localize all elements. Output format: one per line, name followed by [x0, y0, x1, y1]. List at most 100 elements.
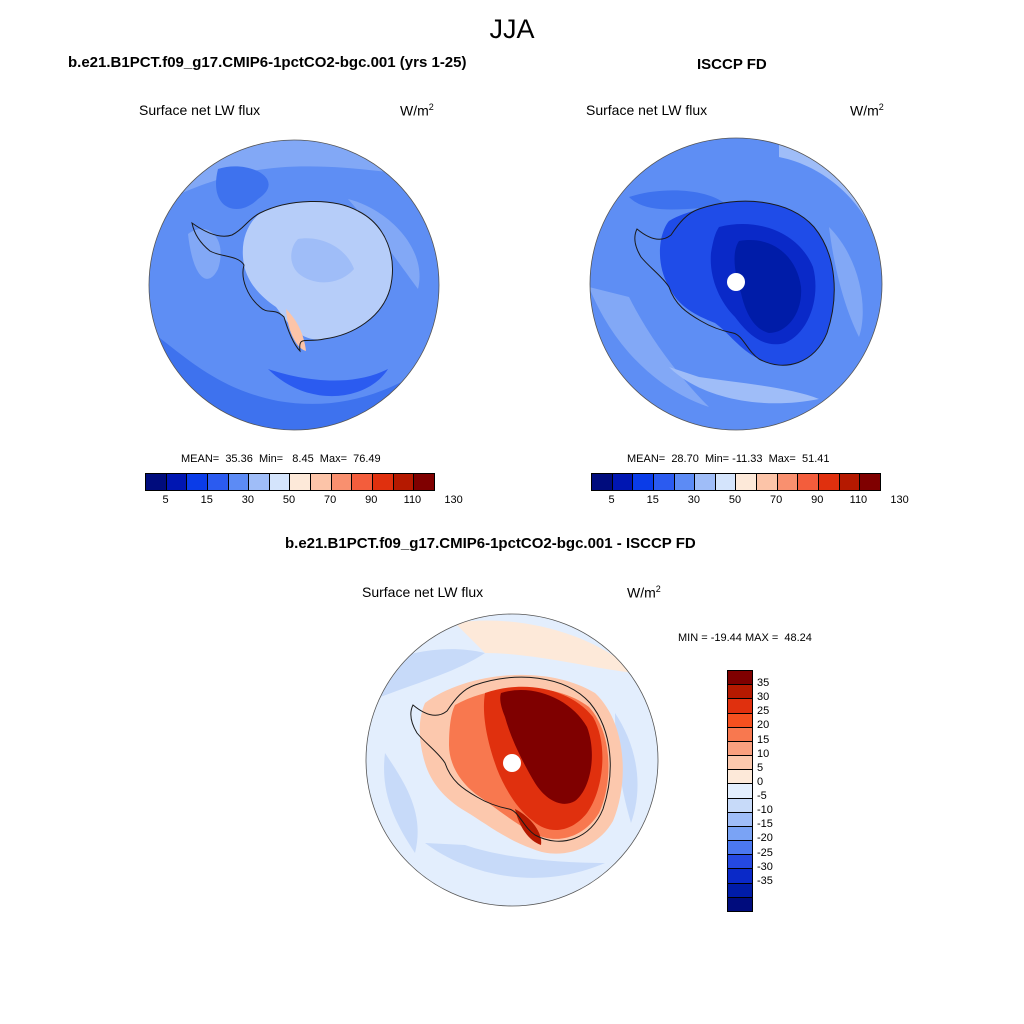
panel3-colorbar-tick-label: -10	[757, 804, 773, 817]
panel2-core-field	[734, 240, 802, 333]
panel1-colorbar-tick-label: 15	[200, 494, 213, 506]
panel2-map-border	[589, 137, 883, 431]
panel2-title: ISCCP FD	[697, 56, 767, 73]
panel1-variable: Surface net LW flux	[139, 102, 261, 118]
panel3-stats: MIN = -19.44 MAX = 48.24	[678, 632, 812, 644]
panel2-colorbar-swatch	[694, 474, 715, 490]
panel3-coastline	[410, 676, 611, 842]
panel2-pole-hole	[727, 273, 745, 291]
panel1-colorbar-swatch	[413, 474, 434, 490]
panel3-colorbar-tick-label: 5	[757, 761, 764, 774]
panel2-north-patch	[629, 190, 729, 210]
panel1-west-patch	[188, 228, 221, 279]
panel3-units: W/m2	[627, 584, 661, 601]
panel1-low-patch	[216, 166, 269, 209]
panel3-pole-hole	[503, 754, 521, 772]
panel3-north-warm-band	[455, 620, 635, 673]
panel1-coastline	[191, 200, 393, 353]
panel1-interior-patch	[291, 238, 354, 283]
panel3-colorbar-tick-label: -25	[757, 846, 773, 859]
panel3-colorbar-swatch	[728, 726, 752, 741]
panel3-colorbar	[727, 670, 753, 912]
panel3-south-band	[425, 843, 605, 878]
panel1-south-band	[149, 329, 439, 430]
panel3-colorbar-swatch	[728, 671, 752, 685]
panel3-colorbar-swatch	[728, 684, 752, 699]
panel1-map	[148, 139, 440, 431]
panel3-colorbar-tick-label: -30	[757, 860, 773, 873]
panel3-colorbar-tick-label: -15	[757, 818, 773, 831]
panel2-colorbar-swatch	[797, 474, 819, 490]
panel1-deep-patch	[268, 369, 388, 397]
panel1-title: b.e21.B1PCT.f09_g17.CMIP6-1pctCO2-bgc.00…	[68, 54, 467, 71]
panel3-colorbar-tick-label: 25	[757, 705, 770, 718]
panel2-colorbar-swatch	[611, 474, 633, 490]
panel3-east-patch	[615, 713, 638, 823]
panel3-colorbar-swatch	[728, 783, 752, 798]
panel1-colorbar-labels: 5 15 30 50 70 90 110 130	[145, 494, 463, 508]
panel1-colorbar-swatch	[186, 474, 207, 490]
panel1-colorbar-tick-label: 130	[444, 494, 463, 506]
panel3-variable: Surface net LW flux	[362, 584, 484, 600]
panel3-colorbar-tick-label: 30	[757, 691, 770, 704]
panel1-colorbar-tick-label: 5	[162, 494, 169, 506]
panel2-map	[589, 137, 883, 431]
panel1-colorbar-swatch	[310, 474, 331, 490]
panel3-colorbar-swatch	[728, 811, 752, 826]
panel3-colorbar-swatch	[728, 797, 752, 812]
panel2-colorbar-swatch	[838, 474, 860, 490]
panel1-colorbar-swatch	[248, 474, 269, 490]
panel3-colorbar-swatch	[728, 896, 752, 911]
panel2-colorbar	[591, 473, 881, 491]
panel1-colorbar-tick-label: 50	[282, 494, 296, 506]
panel3-map-border	[365, 613, 659, 907]
panel3-colorbar-swatch	[728, 825, 752, 841]
panel2-colorbar-labels: 5 15 30 50 70 90 110 130	[591, 494, 909, 508]
panel2-colorbar-tick-label: 15	[646, 494, 659, 506]
panel1-colorbar-swatch	[165, 474, 187, 490]
panel1-colorbar-swatch	[206, 474, 228, 490]
panel3-colorbar-tick-label: 20	[757, 719, 770, 732]
panel2-colorbar-swatch	[592, 474, 612, 490]
panel1-east-patch	[348, 199, 420, 289]
panel1-stats: MEAN= 35.36 Min= 8.45 Max= 76.49	[181, 453, 381, 465]
panel3-colorbar-tick-label: 0	[757, 775, 764, 788]
panel3-colorbar-swatch	[728, 868, 752, 883]
panel1-colorbar-tick-label: 70	[324, 494, 337, 506]
panel3-colorbar-tick-label: 10	[757, 747, 770, 760]
panel3-map	[365, 613, 659, 907]
panel1-colorbar-swatch	[146, 474, 166, 490]
panel3-colorbar-swatch	[728, 712, 752, 727]
panel3-colorbar-tick-label: -35	[757, 874, 773, 887]
panel3-colorbar-swatch	[728, 698, 752, 713]
panel1-colorbar	[145, 473, 435, 491]
panel3-colorbar-swatch	[728, 854, 752, 869]
panel2-east-patch	[829, 227, 863, 337]
panel2-colorbar-tick-label: 30	[687, 494, 700, 506]
panel3-colorbar-swatch	[728, 840, 752, 855]
panel1-units: W/m2	[400, 102, 434, 119]
panel2-colorbar-tick-label: 90	[811, 494, 824, 506]
panel3-hottest-field	[500, 690, 592, 804]
panel2-colorbar-tick-label: 130	[890, 494, 909, 506]
panel2-colorbar-tick-label: 50	[728, 494, 742, 506]
panel1-colorbar-swatch	[351, 474, 373, 490]
panel3-colorbar-swatch	[728, 882, 752, 897]
panel2-colorbar-swatch	[714, 474, 736, 490]
panel3-colorbar-tick-label: 15	[757, 733, 770, 746]
panel2-colorbar-swatch	[776, 474, 798, 490]
panel2-colorbar-tick-label: 5	[608, 494, 615, 506]
panel3-colorbar-swatch	[728, 769, 752, 784]
panel1-map-border	[148, 139, 440, 431]
panel1-colorbar-tick-label: 30	[241, 494, 254, 506]
panel2-colorbar-swatch	[632, 474, 653, 490]
panel3-colorbar-swatch	[728, 740, 752, 756]
panel2-colorbar-swatch	[756, 474, 777, 490]
panel1-colorbar-swatch	[289, 474, 311, 490]
panel3-colorbar-tick-label: -20	[757, 832, 773, 845]
panel3-title: b.e21.B1PCT.f09_g17.CMIP6-1pctCO2-bgc.00…	[285, 535, 696, 552]
panel3-hot-spot	[515, 809, 542, 845]
panel3-colorbar-tick-label: -5	[757, 790, 767, 803]
panel2-colorbar-swatch	[859, 474, 880, 490]
panel2-colorbar-tick-label: 110	[849, 494, 868, 506]
